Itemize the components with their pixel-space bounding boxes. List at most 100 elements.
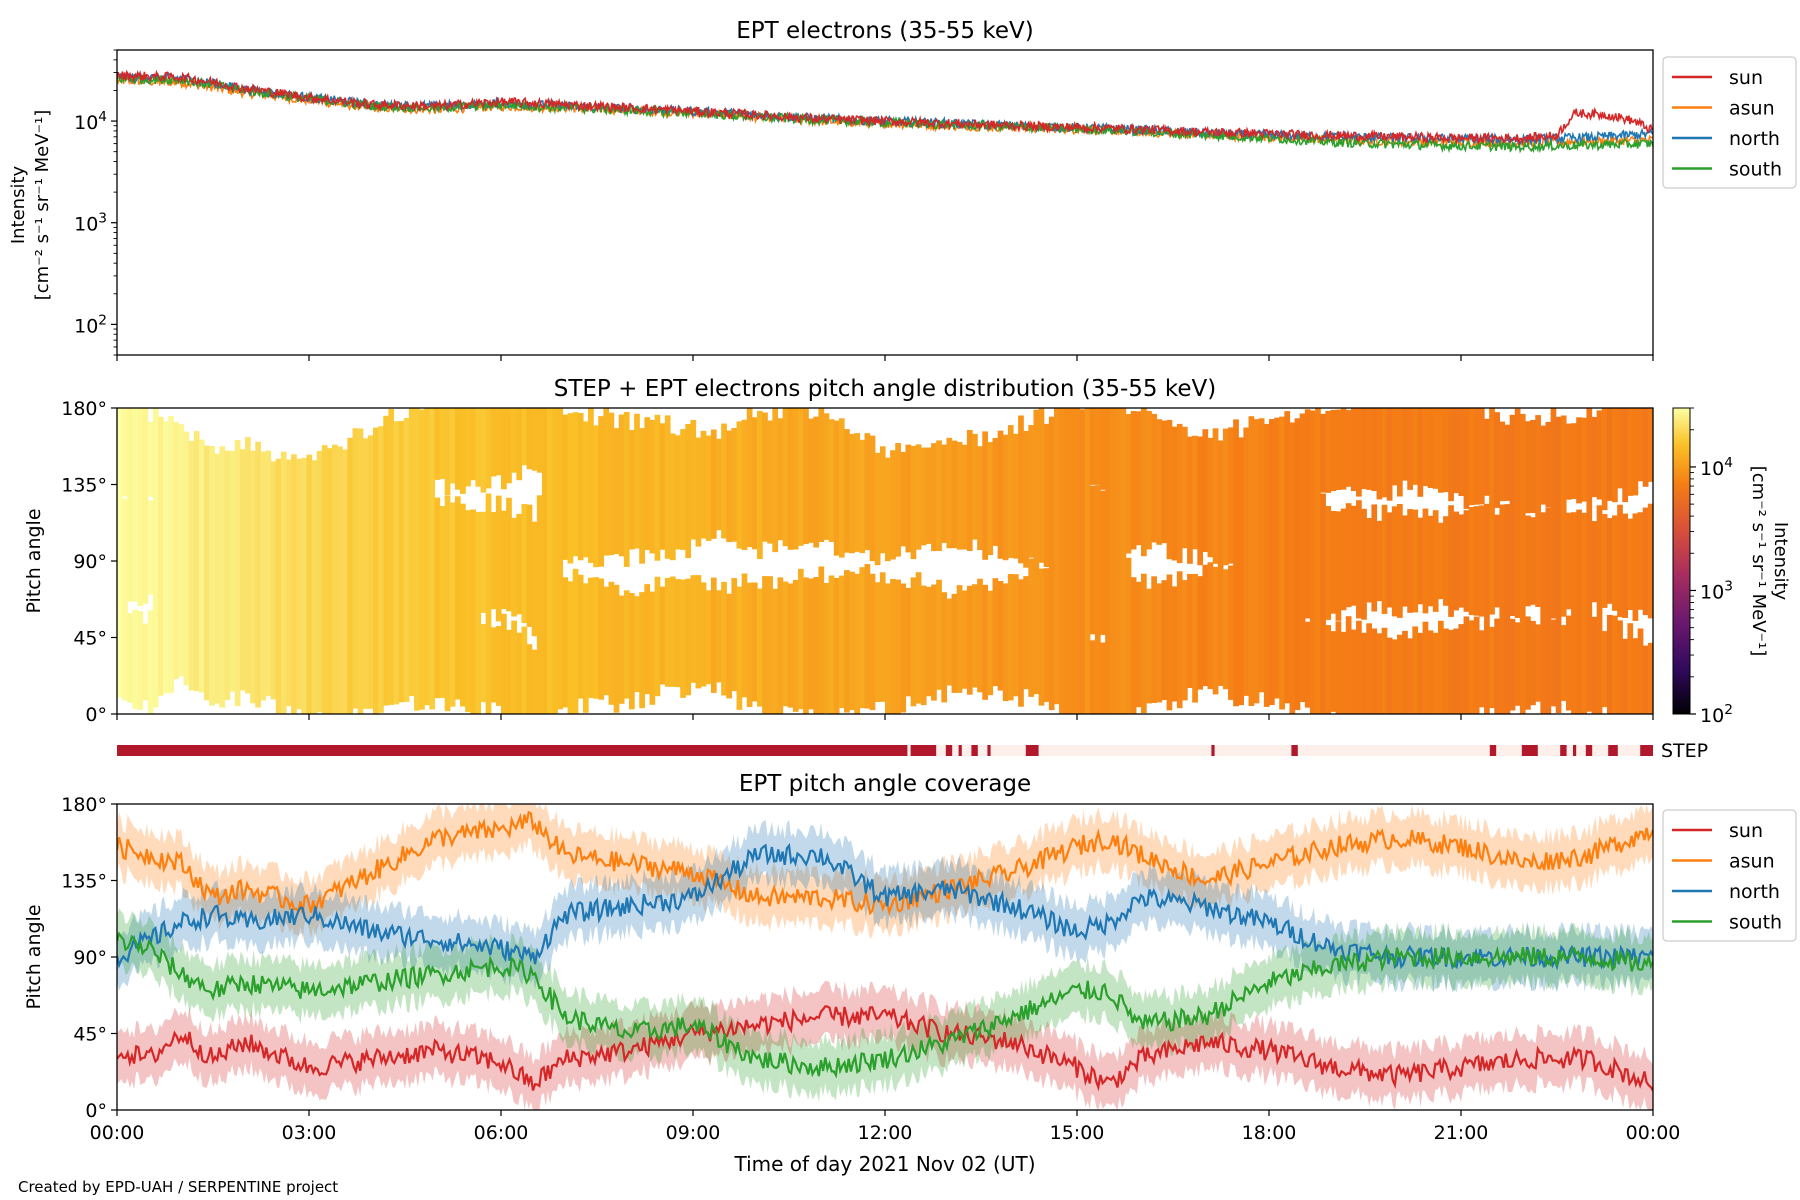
heatmap-cell [1309, 410, 1316, 714]
heatmap-cell [1509, 414, 1516, 616]
heatmap-cell [1043, 568, 1050, 702]
heatmap-cell [1494, 514, 1500, 608]
heatmap-cell [1345, 410, 1352, 487]
heatmap-cell [1478, 630, 1485, 708]
colorbar: 102 103 104 Intensity [cm⁻² s⁻¹ sr⁻¹ MeV⁻¹… [1672, 407, 1791, 727]
heatmap-cell [1376, 520, 1383, 602]
heatmap-cell [813, 577, 820, 714]
heatmap-cell [669, 433, 676, 561]
heatmap-cell [1202, 429, 1209, 552]
heatmap-cell [910, 577, 917, 707]
intensity-x-ticks [116, 355, 1654, 361]
heatmap-cell [219, 446, 226, 708]
heatmap-cell [854, 433, 860, 552]
heatmap-cell [746, 408, 753, 548]
x-tick-label: 00:00 [90, 1122, 145, 1144]
heatmap-cell [1038, 568, 1045, 706]
heatmap-cell [1443, 516, 1449, 606]
y-tick-label: 45° [73, 1024, 107, 1046]
heatmap-cell [1606, 518, 1613, 604]
heatmap-cell [152, 408, 159, 708]
heatmap-cell [1397, 504, 1403, 618]
series-sun [117, 1005, 1653, 1092]
heatmap-cell [859, 567, 866, 709]
heatmap-cell [147, 610, 154, 714]
heatmap-cell [1325, 506, 1332, 620]
heatmap-cell [475, 408, 482, 487]
y-tick-label: 135° [61, 475, 107, 497]
heatmap-cell [506, 497, 512, 612]
heatmap-cell [639, 592, 645, 709]
heatmap-cell [495, 495, 502, 622]
heatmap-cell [547, 408, 553, 714]
heatmap-cell [1202, 564, 1209, 687]
heatmap-cell [1412, 509, 1419, 613]
heatmap-cell [808, 578, 814, 710]
intensity-y-label-line2: [cm⁻² s⁻¹ sr⁻¹ MeV⁻¹] [32, 110, 53, 301]
heatmap-cell [444, 495, 451, 712]
heatmap-cell [920, 585, 927, 706]
heatmap-cell [956, 585, 963, 693]
heatmap-cell [224, 450, 231, 700]
heatmap-cell [1345, 616, 1352, 714]
heatmap-cell [1330, 511, 1337, 614]
heatmap-cell [885, 583, 891, 714]
heatmap-cell [931, 443, 937, 552]
heatmap-cell [214, 453, 220, 704]
heatmap-cell [198, 439, 205, 693]
heatmap-cell [623, 590, 630, 699]
series-south [117, 73, 1653, 154]
heatmap-cell [501, 510, 507, 609]
heatmap-cell [1550, 408, 1557, 619]
heatmap-cell [941, 444, 948, 543]
pitch-angle-distribution-panel: STEP + EPT electrons pitch angle distrib… [23, 376, 1791, 727]
heatmap-cell [741, 573, 748, 698]
heatmap-cell [1617, 504, 1623, 618]
legend-label-asun: asun [1729, 851, 1775, 873]
legend-label-north: north [1729, 128, 1780, 150]
heatmap-cell [1412, 408, 1419, 485]
heatmap-cell [982, 584, 988, 700]
heatmap-cell [1207, 562, 1214, 689]
colorbar-gradient [1672, 407, 1691, 715]
heatmap-cell [1274, 417, 1280, 699]
y-tick-label: 180° [61, 398, 107, 420]
coverage-series-group [117, 804, 1653, 1110]
heatmap-cell [803, 577, 809, 714]
heatmap-cell [1238, 437, 1244, 706]
heatmap-cell [1171, 426, 1178, 561]
heatmap-cell [1484, 418, 1490, 496]
heatmap-cell [178, 424, 185, 677]
heatmap-cell [1504, 504, 1511, 714]
band-south [117, 908, 1653, 1102]
colorbar-ticks: 102 103 104 [1690, 407, 1733, 727]
heatmap-cell [797, 568, 804, 710]
legend-label-sun: sun [1729, 820, 1763, 842]
heatmap-cell [1043, 423, 1050, 567]
heatmap-cell [1484, 503, 1490, 714]
heatmap-cell [961, 444, 968, 550]
heatmap-cell [1627, 408, 1634, 496]
heatmap-cell [1135, 581, 1142, 708]
heatmap-cell [1381, 408, 1388, 498]
heatmap-cell [577, 574, 584, 699]
heatmap-cell [680, 429, 686, 550]
heatmap-cell [1596, 410, 1603, 500]
heatmap-cell [1468, 507, 1475, 616]
heatmap-cell [1007, 574, 1014, 701]
heatmap-cell [1176, 423, 1183, 564]
heatmap-cell [966, 430, 973, 551]
heatmap-cell [567, 581, 574, 714]
heatmap-cell [879, 572, 886, 702]
heatmap-cell [757, 588, 763, 707]
legend-label-north: north [1729, 881, 1780, 903]
step-availability-strip: STEP [117, 740, 1708, 762]
heatmap-cell [1002, 583, 1009, 701]
heatmap-cell [675, 435, 681, 550]
heatmap-cell [1478, 408, 1485, 505]
heatmap-cell [1294, 418, 1301, 710]
heatmap-cell [582, 421, 589, 558]
heatmap-cell [1187, 574, 1193, 688]
heatmap-cell [854, 573, 860, 714]
heatmap-cell [1407, 408, 1413, 490]
